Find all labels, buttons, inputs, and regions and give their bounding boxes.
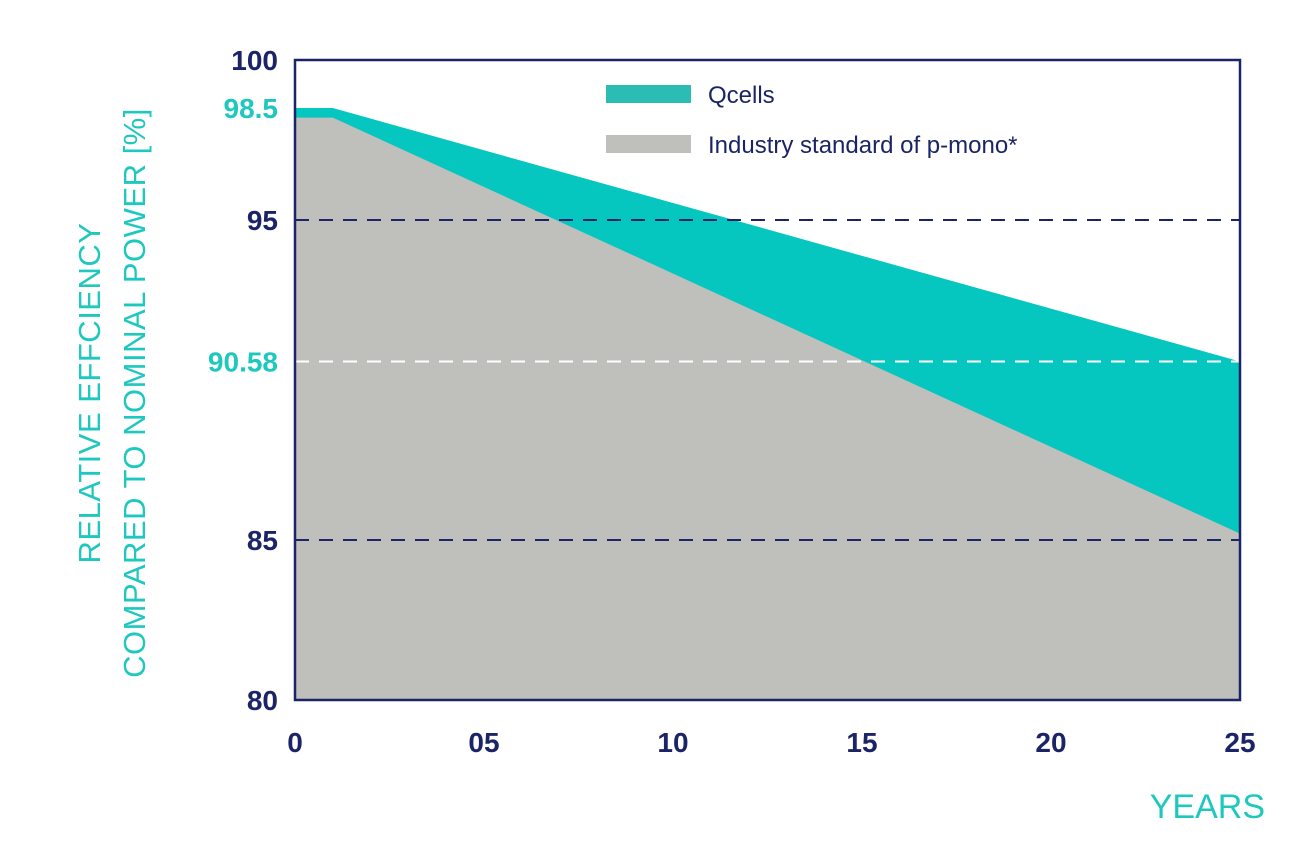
axes <box>293 58 1242 702</box>
y-tick-label: 100 <box>231 45 278 76</box>
x-tick-label: 20 <box>1035 727 1066 758</box>
y-tick-labels: 100 98.5 95 90.58 85 80 <box>208 45 278 716</box>
legend-swatch <box>606 135 691 153</box>
x-tick-label: 25 <box>1224 727 1255 758</box>
legend-label: Industry standard of p-mono* <box>708 132 1018 159</box>
x-tick-label: 10 <box>657 727 688 758</box>
plot-areas <box>295 108 1240 701</box>
legend-label: Qcells <box>708 82 775 109</box>
y-tick-label: 90.58 <box>208 346 278 377</box>
x-axis-label: YEARS <box>1150 788 1265 826</box>
plot-frame <box>293 58 1242 702</box>
legend-swatch <box>606 85 691 103</box>
x-tick-label: 15 <box>846 727 877 758</box>
area-series-2 <box>295 117 1240 701</box>
x-tick-label: 0 <box>287 727 303 758</box>
y-tick-label: 85 <box>247 525 278 556</box>
x-tick-label: 05 <box>468 727 499 758</box>
y-tick-label: 98.5 <box>224 93 279 124</box>
y-tick-label: 80 <box>247 685 278 716</box>
y-axis-label-line-1: RELATIVE EFFCIENCY <box>72 223 107 564</box>
y-tick-label: 95 <box>247 205 278 236</box>
legend: Qcells Industry standard of p-mono* <box>606 82 1018 159</box>
x-tick-labels: 0 05 10 15 20 25 <box>287 727 1255 758</box>
y-axis-label-line-2: COMPARED TO NOMINAL POWER [%] <box>117 108 152 678</box>
gridlines <box>295 219 1240 541</box>
